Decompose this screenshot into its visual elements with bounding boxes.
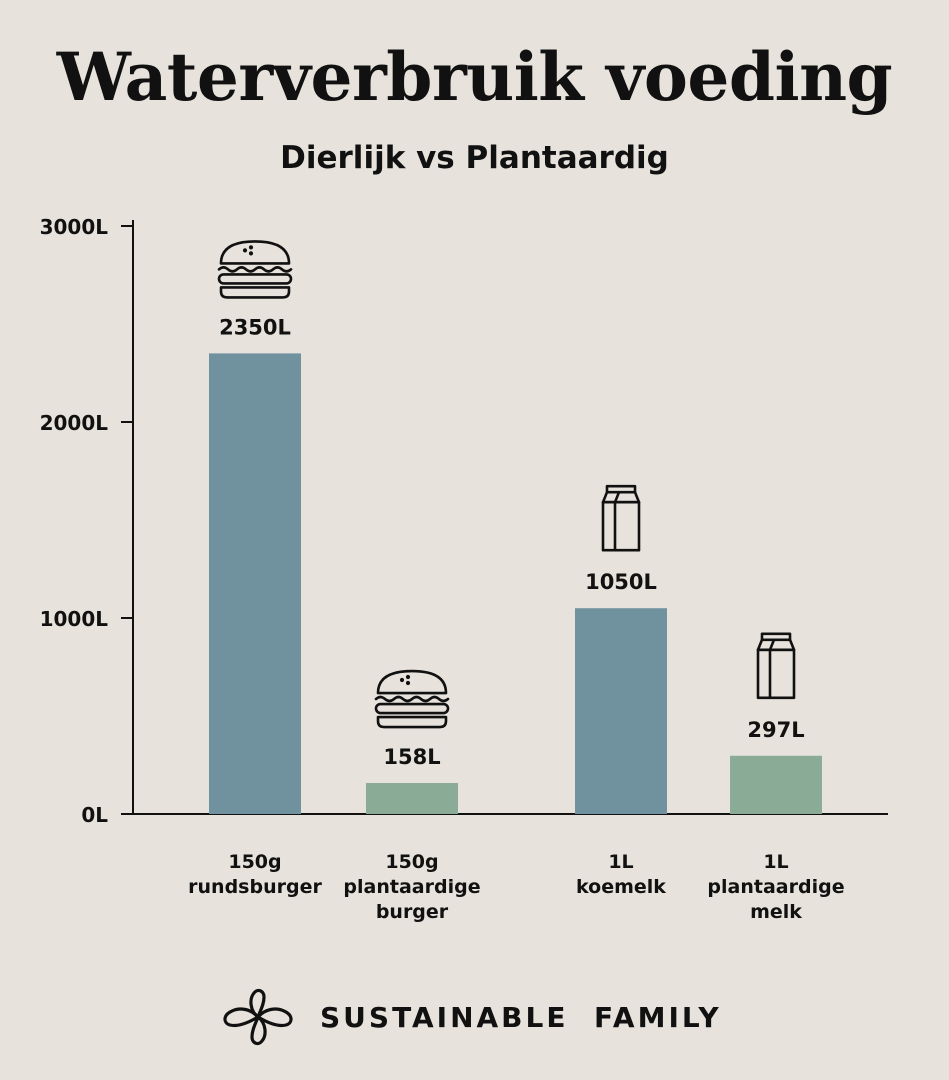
- x-category-label-line: 150g: [385, 851, 438, 873]
- x-category-label-line: 150g: [228, 851, 281, 873]
- bar-3: [575, 608, 667, 814]
- footer: SUSTAINABLE FAMILY: [218, 985, 722, 1049]
- y-tick-label: 2000L: [40, 411, 109, 435]
- bar-2: [366, 783, 458, 814]
- burger-icon: [217, 240, 293, 299]
- x-category-label: 1L koemelk: [576, 851, 666, 898]
- bar-value-label: 158L: [383, 745, 440, 769]
- y-tick-label: 0L: [81, 803, 108, 827]
- bar-4: [730, 755, 822, 814]
- bar-1: [209, 353, 301, 814]
- burger-icon: [374, 669, 450, 729]
- x-category-label-line: melk: [750, 901, 802, 923]
- milk-carton-icon: [756, 632, 796, 700]
- bar-value-label: 2350L: [219, 315, 291, 339]
- y-tick-label: 1000L: [40, 607, 109, 631]
- bar-value-label: 297L: [747, 718, 804, 742]
- bar-value-label: 1050L: [585, 570, 657, 594]
- x-category-label-line: plantaardige: [707, 876, 844, 898]
- x-category-label: 150g rundsburger: [188, 851, 322, 898]
- x-category-label: 1L plantaardige melk: [707, 851, 844, 923]
- x-category-label-line: 1L: [608, 851, 633, 873]
- x-category-label: 150g plantaardige burger: [343, 851, 480, 923]
- x-category-label-line: 1L: [763, 851, 788, 873]
- x-category-label-line: burger: [376, 901, 449, 923]
- x-category-label-line: plantaardige: [343, 876, 480, 898]
- x-category-label-line: rundsburger: [188, 876, 322, 898]
- bar-chart: 0L 1000L 2000L 3000L 2350L 150g rundsburger 158…: [40, 215, 888, 923]
- y-tick-label: 3000L: [40, 215, 109, 239]
- chart-title: Waterverbruik voeding: [56, 38, 893, 116]
- infinity-knot-logo-icon: [223, 988, 293, 1046]
- x-category-label-line: koemelk: [576, 876, 666, 898]
- milk-carton-icon: [601, 484, 641, 552]
- chart-subtitle: Dierlijk vs Plantaardig: [280, 140, 669, 176]
- brand-name: SUSTAINABLE FAMILY: [320, 1000, 722, 1034]
